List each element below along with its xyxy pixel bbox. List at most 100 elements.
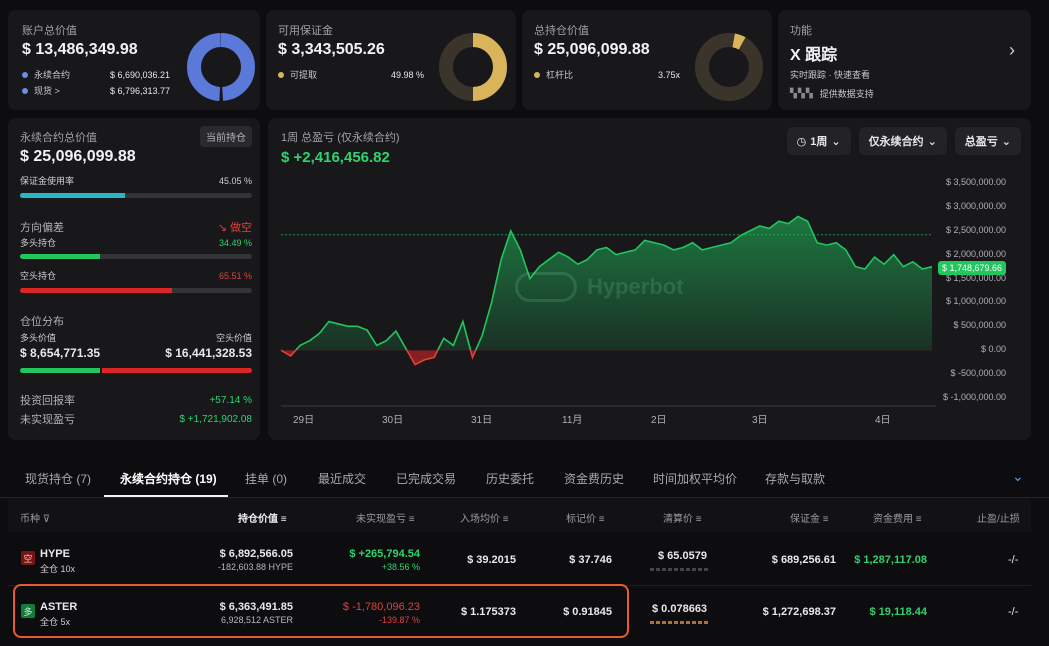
y-tick-label: $ -1,000,000.00 xyxy=(942,392,1006,402)
x-tick-label: 30日 xyxy=(382,415,404,426)
pnl-percent: -139.87 % xyxy=(378,615,420,625)
current-value-label: $ 1,748,679.66 xyxy=(938,261,1007,275)
filter-icon[interactable]: ⊽ xyxy=(42,514,51,525)
chevron-down-icon: ⌄ xyxy=(831,135,841,148)
coin-name[interactable]: HYPE xyxy=(40,548,70,560)
long-value-label: 多头价值 xyxy=(20,333,57,343)
tab-order-history[interactable]: 历史委托 xyxy=(486,472,535,486)
withdrawable-row: 可提取 49.98 % xyxy=(278,68,424,81)
direction-label: 方向偏差 xyxy=(20,222,64,234)
tab-deposits[interactable]: 存款与取款 xyxy=(765,472,826,486)
account-value-card: 账户总价值 $ 13,486,349.98 永续合约 $ 6,690,036.2… xyxy=(8,10,260,110)
tab-twap[interactable]: 时间加权平均价 xyxy=(653,472,738,486)
provider-row: ▚▚▚ 提供数据支持 xyxy=(790,88,874,99)
y-tick-label: $ 3,000,000.00 xyxy=(945,200,1006,211)
account-value: $ 13,486,349.98 xyxy=(22,41,138,58)
y-tick-label: $ -500,000.00 xyxy=(950,368,1006,379)
tpsl-value[interactable]: -/- xyxy=(1008,606,1019,618)
tab-recent-trades[interactable]: 最近成交 xyxy=(318,472,367,486)
coin-name[interactable]: ASTER xyxy=(40,601,78,613)
tab-perp[interactable]: 永续合约持仓 (19) xyxy=(120,472,217,486)
perp-value: $ 25,096,099.88 xyxy=(20,148,136,165)
chart-title: 1周 总盈亏 (仅永续合约) xyxy=(281,132,400,144)
th-coin[interactable]: 币种 ⊽ xyxy=(20,514,51,525)
x-tick-label: 31日 xyxy=(471,415,493,426)
sort-icon: ≡ xyxy=(915,514,922,525)
highlight-box xyxy=(13,584,629,638)
coin-mode: 全仓 10x xyxy=(40,564,76,574)
th-funding[interactable]: 资金费用 ≡ xyxy=(873,514,922,525)
position-value: $ 6,363,491.85 xyxy=(219,601,293,613)
tab-funding-history[interactable]: 资金费历史 xyxy=(564,472,625,486)
th-margin[interactable]: 保证金 ≡ xyxy=(790,514,829,525)
direction-value: 做空 xyxy=(230,222,252,234)
y-tick-label: $ 500,000.00 xyxy=(953,320,1006,331)
spot-row[interactable]: 现货 > $ 6,796,313.77 xyxy=(22,84,170,97)
x-tick-label: 11月 xyxy=(562,415,583,426)
feature-card[interactable]: 功能 X 跟踪 实时跟踪 · 快速查看 ▚▚▚ 提供数据支持 › xyxy=(778,10,1031,110)
margin-value: $ 1,272,698.37 xyxy=(762,606,836,618)
position-title: 总持仓价值 xyxy=(534,25,589,37)
position-value: $ 25,096,099.88 xyxy=(534,41,650,58)
long-label: 多头持仓 xyxy=(20,238,57,248)
margin-usage-value: 45.05 % xyxy=(218,175,252,186)
position-size: 6,928,512 ASTER xyxy=(220,615,293,625)
type-select[interactable]: 仅永续合约 ⌄ xyxy=(858,127,947,155)
mark-price: $ 37.746 xyxy=(569,554,612,566)
account-donut xyxy=(187,33,255,101)
long-badge-icon: 多 xyxy=(21,604,35,618)
margin-value: $ 3,343,505.26 xyxy=(278,41,385,58)
provider-logo-icon: ▚▚▚ xyxy=(790,88,814,98)
liq-price: $ 0.078663 xyxy=(652,603,708,615)
margin-value: $ 689,256.61 xyxy=(771,554,836,566)
upnl-label: 未实现盈亏 xyxy=(20,414,75,426)
tpsl-value[interactable]: -/- xyxy=(1008,554,1019,566)
short-badge-icon: 空 xyxy=(21,551,35,565)
pnl-value: $ -1,780,096.23 xyxy=(342,601,420,613)
perp-row: 永续合约 $ 6,690,036.21 xyxy=(22,68,170,81)
tab-orders[interactable]: 挂单 (0) xyxy=(245,472,288,486)
chevron-right-icon[interactable]: › xyxy=(1009,40,1015,60)
th-liq[interactable]: 清算价 ≡ xyxy=(663,514,702,525)
entry-price: $ 39.2015 xyxy=(467,554,516,566)
margin-title: 可用保证金 xyxy=(278,25,333,37)
short-position-value: $ 16,441,328.53 xyxy=(165,346,252,360)
leverage-row: 杠杆比 3.75x xyxy=(534,68,680,81)
position-value: $ 6,892,566.05 xyxy=(219,548,293,560)
x-tracking-title[interactable]: X 跟踪 xyxy=(790,47,838,64)
margin-card: 可用保证金 $ 3,343,505.26 可提取 49.98 % xyxy=(266,10,516,110)
pnl-value: $ +265,794.54 xyxy=(349,548,420,560)
position-size: -182,603.88 HYPE xyxy=(217,562,293,572)
y-tick-label: $ 2,000,000.00 xyxy=(945,248,1006,259)
position-card: 总持仓价值 $ 25,096,099.88 杠杆比 3.75x xyxy=(522,10,772,110)
th-tpsl: 止盈/止损 xyxy=(977,514,1020,525)
th-entry[interactable]: 入场均价 ≡ xyxy=(460,514,509,525)
th-value[interactable]: 持仓价值 ≡ xyxy=(238,514,287,525)
period-select[interactable]: ◷ 1周 ⌄ xyxy=(786,127,851,155)
expand-chevron-icon[interactable]: ⌄ xyxy=(1012,468,1024,484)
margin-donut xyxy=(439,33,507,101)
tab-spot[interactable]: 现货持仓 (7) xyxy=(25,472,92,486)
th-mark[interactable]: 标记价 ≡ xyxy=(566,514,605,525)
table-header-bg xyxy=(8,498,1031,532)
chart-watermark: Hyperbot xyxy=(515,272,684,302)
margin-usage-bar xyxy=(20,193,252,198)
coin-mode: 全仓 5x xyxy=(40,617,71,627)
y-tick-label: $ 0.00 xyxy=(980,344,1006,355)
th-pnl[interactable]: 未实现盈亏 ≡ xyxy=(356,514,415,525)
liq-distance-indicator xyxy=(650,621,710,624)
x-tick-label: 4日 xyxy=(875,415,891,426)
long-position-value: $ 8,654,771.35 xyxy=(20,346,101,360)
chart-total-value: $ +2,416,456.82 xyxy=(281,149,390,166)
y-tick-label: $ 3,500,000.00 xyxy=(945,177,1006,187)
trend-down-icon: ↘ xyxy=(217,222,227,234)
sort-icon: ≡ xyxy=(280,514,287,525)
tab-active-underline xyxy=(104,495,228,497)
chevron-down-icon: ⌄ xyxy=(1001,135,1011,148)
sort-icon: ≡ xyxy=(502,514,509,525)
tab-completed[interactable]: 已完成交易 xyxy=(396,472,457,486)
current-holdings-button[interactable]: 当前持仓 xyxy=(200,126,252,147)
metric-select[interactable]: 总盈亏 ⌄ xyxy=(954,127,1021,155)
account-value-title: 账户总价值 xyxy=(22,25,77,37)
x-tick-label: 2日 xyxy=(651,415,667,426)
